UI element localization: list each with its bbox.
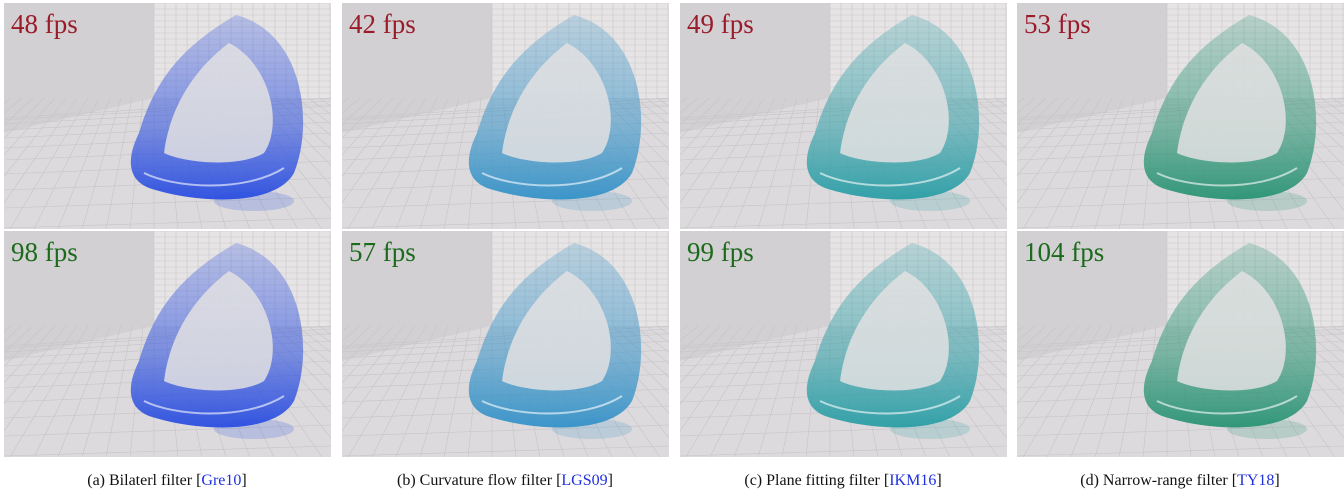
page: Filter comparison figure html, body { ma… [0, 0, 1344, 501]
fps-label: 57 fps [349, 235, 416, 269]
caption: (c) Plane fitting filter [IKM16] [678, 472, 1008, 490]
render-panel: 53 fps [1017, 3, 1344, 229]
fps-label: 49 fps [687, 7, 754, 41]
fps-label: 48 fps [11, 7, 78, 41]
citation-link[interactable]: IKM16 [889, 472, 936, 489]
fps-label: 42 fps [349, 7, 416, 41]
citation: [Gre10] [196, 472, 247, 489]
caption: (a) Bilaterl filter [Gre10] [2, 472, 332, 490]
render-panel: 42 fps [342, 3, 669, 229]
render-panel: 48 fps [4, 3, 331, 229]
caption-text: (c) Plane fitting filter [744, 472, 884, 489]
citation: [TY18] [1232, 472, 1280, 489]
render-panel: 104 fps [1017, 231, 1344, 457]
render-panel: 99 fps [680, 231, 1007, 457]
caption-text: (b) Curvature flow filter [397, 472, 556, 489]
citation-link[interactable]: LGS09 [561, 472, 607, 489]
citation: [LGS09] [556, 472, 613, 489]
citation-link[interactable]: TY18 [1237, 472, 1274, 489]
citation-link[interactable]: Gre10 [201, 472, 241, 489]
citation: [IKM16] [884, 472, 942, 489]
caption: (b) Curvature flow filter [LGS09] [340, 472, 670, 490]
fps-label: 99 fps [687, 235, 754, 269]
caption-text: (a) Bilaterl filter [87, 472, 196, 489]
fps-label: 104 fps [1024, 235, 1104, 269]
figure: 48 fps 98 fps (a) Bilaterl filter [Gre10] 4… [0, 0, 1344, 501]
render-panel: 98 fps [4, 231, 331, 457]
caption: (d) Narrow-range filter [TY18] [1015, 472, 1344, 490]
caption-text: (d) Narrow-range filter [1080, 472, 1231, 489]
fps-label: 53 fps [1024, 7, 1091, 41]
render-panel: 49 fps [680, 3, 1007, 229]
render-panel: 57 fps [342, 231, 669, 457]
fps-label: 98 fps [11, 235, 78, 269]
